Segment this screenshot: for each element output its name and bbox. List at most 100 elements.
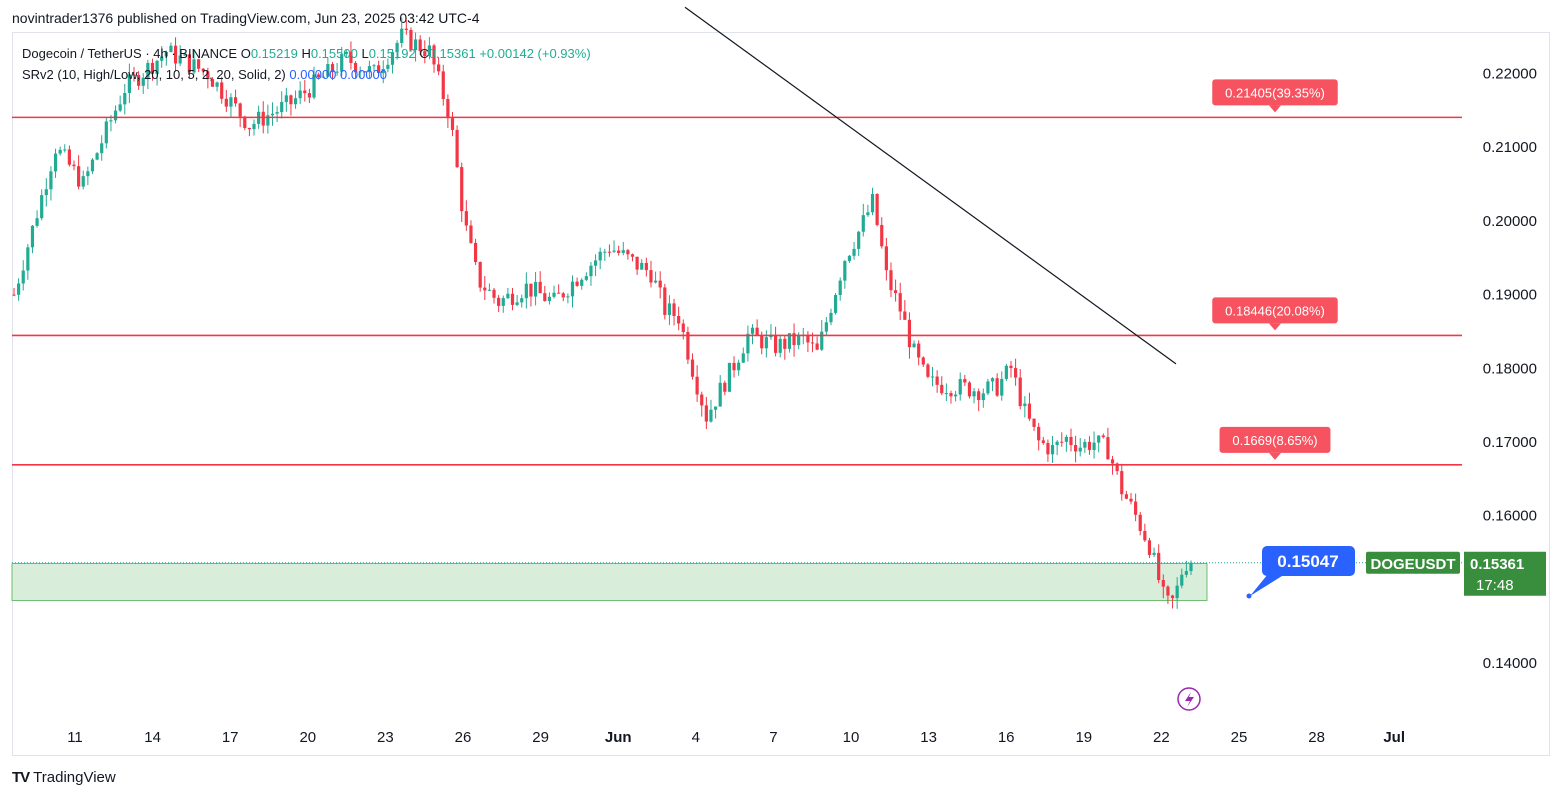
candle[interactable]: [557, 284, 561, 294]
candle[interactable]: [81, 170, 85, 190]
candle[interactable]: [427, 37, 432, 60]
candle[interactable]: [1106, 427, 1110, 460]
candle[interactable]: [690, 353, 695, 380]
symbol-title[interactable]: Dogecoin / TetherUS · 4h · BINANCE: [22, 46, 238, 61]
candle[interactable]: [935, 370, 939, 393]
chart-frame[interactable]: [12, 32, 1550, 756]
candle[interactable]: [1129, 492, 1133, 505]
candle[interactable]: [455, 125, 459, 169]
candle[interactable]: [589, 262, 593, 286]
candle[interactable]: [921, 356, 925, 368]
candle[interactable]: [390, 49, 395, 74]
candle[interactable]: [769, 324, 773, 340]
candle[interactable]: [229, 93, 233, 118]
candle[interactable]: [367, 60, 372, 79]
candle[interactable]: [413, 32, 418, 62]
candle[interactable]: [746, 325, 750, 362]
candle[interactable]: [104, 117, 108, 149]
candle[interactable]: [861, 203, 865, 237]
candle[interactable]: [233, 89, 238, 107]
candle[interactable]: [437, 57, 441, 76]
candle[interactable]: [58, 146, 62, 156]
candle[interactable]: [903, 299, 907, 320]
candle[interactable]: [1170, 594, 1175, 609]
candle[interactable]: [870, 187, 875, 216]
candle[interactable]: [312, 66, 316, 100]
candle[interactable]: [469, 220, 473, 244]
candle[interactable]: [806, 331, 810, 353]
candle[interactable]: [912, 340, 916, 348]
candle[interactable]: [53, 148, 58, 178]
candle[interactable]: [1032, 418, 1036, 431]
candle[interactable]: [778, 334, 782, 358]
candle[interactable]: [215, 81, 219, 92]
candle[interactable]: [340, 46, 344, 77]
candle[interactable]: [1087, 436, 1092, 455]
candle[interactable]: [155, 59, 159, 86]
candle[interactable]: [981, 388, 985, 408]
candle[interactable]: [113, 105, 118, 124]
lightning-icon[interactable]: [1177, 687, 1201, 711]
candle[interactable]: [1055, 440, 1059, 456]
candle[interactable]: [893, 279, 898, 302]
candle[interactable]: [423, 40, 427, 64]
candle[interactable]: [141, 73, 145, 94]
candle[interactable]: [1157, 544, 1161, 584]
candle[interactable]: [783, 335, 787, 360]
level-label[interactable]: 0.21405(39.35%): [1212, 79, 1338, 113]
candle[interactable]: [727, 362, 732, 393]
candle[interactable]: [792, 323, 796, 357]
candle[interactable]: [1078, 437, 1082, 457]
candle[interactable]: [713, 406, 718, 419]
candle[interactable]: [603, 248, 607, 261]
candle[interactable]: [473, 238, 478, 265]
candle[interactable]: [432, 43, 436, 73]
candle[interactable]: [884, 237, 888, 281]
candle[interactable]: [326, 57, 330, 78]
level-label[interactable]: 0.18446(20.08%): [1212, 297, 1338, 331]
candle[interactable]: [917, 340, 921, 366]
candle[interactable]: [123, 83, 127, 115]
candle[interactable]: [681, 319, 685, 340]
candle[interactable]: [635, 256, 639, 275]
candle[interactable]: [866, 204, 870, 217]
candle[interactable]: [709, 399, 713, 423]
candle[interactable]: [1046, 439, 1050, 462]
candle[interactable]: [529, 283, 533, 307]
candle[interactable]: [478, 261, 482, 292]
candle[interactable]: [852, 241, 856, 260]
candle[interactable]: [833, 293, 838, 315]
candle[interactable]: [127, 63, 131, 104]
candle[interactable]: [1166, 585, 1170, 604]
candle[interactable]: [395, 40, 399, 60]
candle[interactable]: [986, 378, 990, 396]
candle[interactable]: [1161, 574, 1165, 599]
candle[interactable]: [275, 106, 279, 122]
candle[interactable]: [418, 35, 422, 55]
candle[interactable]: [460, 162, 464, 222]
candle[interactable]: [450, 111, 455, 137]
candle[interactable]: [44, 178, 48, 207]
candle[interactable]: [358, 66, 362, 79]
candle[interactable]: [160, 46, 164, 68]
candle[interactable]: [289, 94, 293, 116]
candle[interactable]: [520, 294, 524, 308]
candle[interactable]: [183, 52, 187, 56]
candle[interactable]: [206, 67, 210, 89]
candle[interactable]: [266, 104, 270, 134]
candle[interactable]: [363, 70, 367, 73]
candle[interactable]: [483, 276, 487, 300]
candle[interactable]: [118, 95, 122, 113]
candle[interactable]: [307, 88, 312, 104]
candle[interactable]: [21, 260, 25, 291]
candle[interactable]: [593, 254, 598, 277]
candle[interactable]: [875, 193, 879, 227]
candle[interactable]: [700, 391, 704, 417]
candle[interactable]: [561, 291, 565, 302]
candle[interactable]: [621, 241, 625, 256]
candle[interactable]: [663, 283, 667, 320]
candle[interactable]: [173, 37, 178, 72]
candle[interactable]: [197, 58, 201, 73]
candle[interactable]: [487, 283, 492, 292]
symbol-price-tag[interactable]: DOGEUSDT 0.15361 17:48: [1366, 551, 1546, 596]
